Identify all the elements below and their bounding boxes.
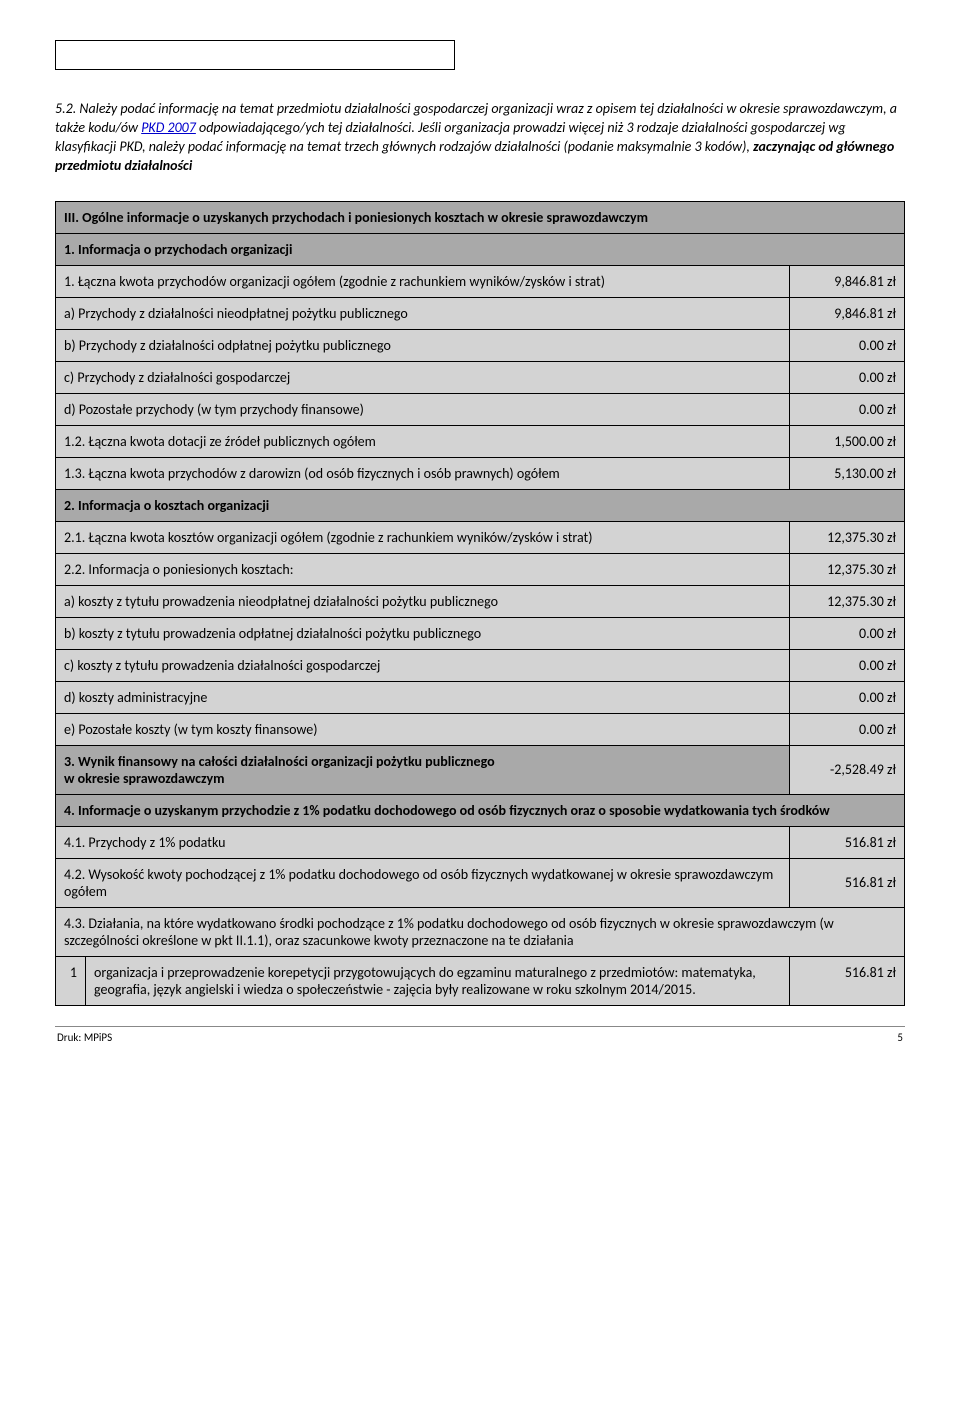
row-label: c) Przychody z działalności gospodarczej [56, 361, 790, 393]
row-label: 1.3. Łączna kwota przychodów z darowizn … [56, 457, 790, 489]
row-label: d) Pozostałe przychody (w tym przychody … [56, 393, 790, 425]
row-label: 2.1. Łączna kwota kosztów organizacji og… [56, 521, 790, 553]
row-value: 516.81 zł [790, 858, 905, 907]
row-label: b) koszty z tytułu prowadzenia odpłatnej… [56, 617, 790, 649]
row-value: 12,375.30 zł [790, 521, 905, 553]
financial-table: III. Ogólne informacje o uzyskanych przy… [55, 201, 905, 1006]
section-2-header: 2. Informacja o kosztach organizacji [56, 489, 905, 521]
section-1-header: 1. Informacja o przychodach organizacji [56, 233, 905, 265]
row-label: d) koszty administracyjne [56, 681, 790, 713]
section-4-3-text: 4.3. Działania, na które wydatkowano śro… [56, 907, 905, 956]
instruction-5-2: 5.2. Należy podać informację na temat pr… [55, 100, 905, 176]
row-value: 12,375.30 zł [790, 585, 905, 617]
row-label: 1.2. Łączna kwota dotacji ze źródeł publ… [56, 425, 790, 457]
pkd-link[interactable]: PKD 2007 [141, 119, 196, 136]
row-label: a) koszty z tytułu prowadzenia nieodpłat… [56, 585, 790, 617]
action-number: 1 [56, 956, 86, 1005]
row-value: 1,500.00 zł [790, 425, 905, 457]
footer-left: Druk: MPiPS [57, 1031, 112, 1044]
row-value: 0.00 zł [790, 393, 905, 425]
section-3-label: 3. Wynik finansowy na całości działalnoś… [56, 745, 790, 794]
page-footer: Druk: MPiPS 5 [55, 1026, 905, 1044]
row-value: 516.81 zł [790, 826, 905, 858]
row-label: 4.2. Wysokość kwoty pochodzącej z 1% pod… [56, 858, 790, 907]
action-value: 516.81 zł [790, 956, 905, 1005]
row-label: a) Przychody z działalności nieodpłatnej… [56, 297, 790, 329]
footer-right: 5 [897, 1031, 903, 1044]
row-label: 4.1. Przychody z 1% podatku [56, 826, 790, 858]
row-label: 2.2. Informacja o poniesionych kosztach: [56, 553, 790, 585]
row-value: 9,846.81 zł [790, 297, 905, 329]
row-label: c) koszty z tytułu prowadzenia działalno… [56, 649, 790, 681]
row-label: b) Przychody z działalności odpłatnej po… [56, 329, 790, 361]
section-iii-header: III. Ogólne informacje o uzyskanych przy… [56, 201, 905, 233]
row-value: 0.00 zł [790, 649, 905, 681]
row-value: 0.00 zł [790, 681, 905, 713]
row-label: e) Pozostałe koszty (w tym koszty finans… [56, 713, 790, 745]
row-label: 1. Łączna kwota przychodów organizacji o… [56, 265, 790, 297]
row-value: 12,375.30 zł [790, 553, 905, 585]
row-value: 0.00 zł [790, 329, 905, 361]
row-value: 0.00 zł [790, 361, 905, 393]
row-value: 0.00 zł [790, 617, 905, 649]
row-value: 9,846.81 zł [790, 265, 905, 297]
row-value: 5,130.00 zł [790, 457, 905, 489]
section-4-header: 4. Informacje o uzyskanym przychodzie z … [56, 794, 905, 826]
section-3-value: -2,528.49 zł [790, 745, 905, 794]
empty-box-5-2 [55, 40, 455, 70]
action-text: organizacja i przeprowadzenie korepetycj… [86, 956, 790, 1005]
row-value: 0.00 zł [790, 713, 905, 745]
